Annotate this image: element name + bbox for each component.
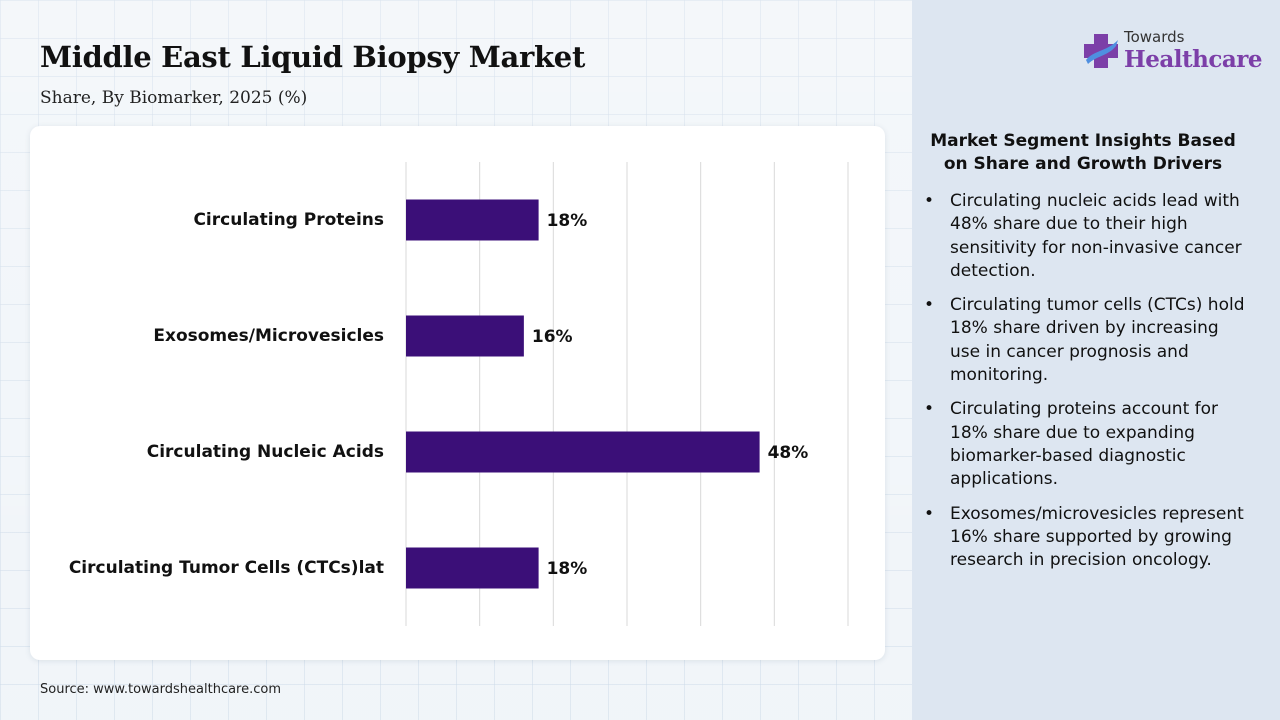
category-label: Circulating Proteins — [193, 210, 384, 230]
labels: Circulating Proteins 18% Exosomes/Microves… — [69, 210, 808, 579]
brand-logo: Towards Healthcare — [1080, 28, 1263, 78]
insights-list: Circulating nucleic acids lead with 48% … — [924, 190, 1254, 583]
insight-item: Circulating nucleic acids lead with 48% … — [924, 190, 1254, 283]
data-label: 18% — [547, 211, 588, 231]
insight-item: Circulating tumor cells (CTCs) hold 18% … — [924, 294, 1254, 387]
insight-item: Exosomes/microvesicles represent 16% sha… — [924, 503, 1254, 573]
insight-item: Circulating proteins account for 18% sha… — [924, 398, 1254, 491]
page-title: Middle East Liquid Biopsy Market — [40, 40, 586, 74]
page-subtitle: Share, By Biomarker, 2025 (%) — [40, 88, 308, 108]
cross-icon — [1084, 34, 1118, 68]
logo-text-main: Healthcare — [1124, 46, 1263, 73]
bar-chart: Circulating Proteins 18% Exosomes/Microves… — [69, 162, 849, 626]
bar — [406, 431, 760, 473]
chart-card: Circulating Proteins 18% Exosomes/Microves… — [30, 126, 885, 660]
bar — [406, 199, 539, 241]
bar — [406, 547, 539, 589]
data-label: 18% — [547, 559, 588, 579]
data-label: 48% — [768, 443, 809, 463]
insights-heading: Market Segment Insights Based on Share a… — [930, 131, 1236, 174]
category-label: Exosomes/Microvesicles — [153, 326, 384, 346]
data-label: 16% — [532, 327, 573, 347]
source-note: Source: www.towardshealthcare.com — [40, 682, 282, 697]
category-label: Circulating Tumor Cells (CTCs)lat — [69, 558, 384, 578]
logo-text-top: Towards — [1124, 28, 1185, 46]
bars — [406, 199, 760, 589]
bar — [406, 315, 524, 357]
category-label: Circulating Nucleic Acids — [147, 442, 384, 462]
